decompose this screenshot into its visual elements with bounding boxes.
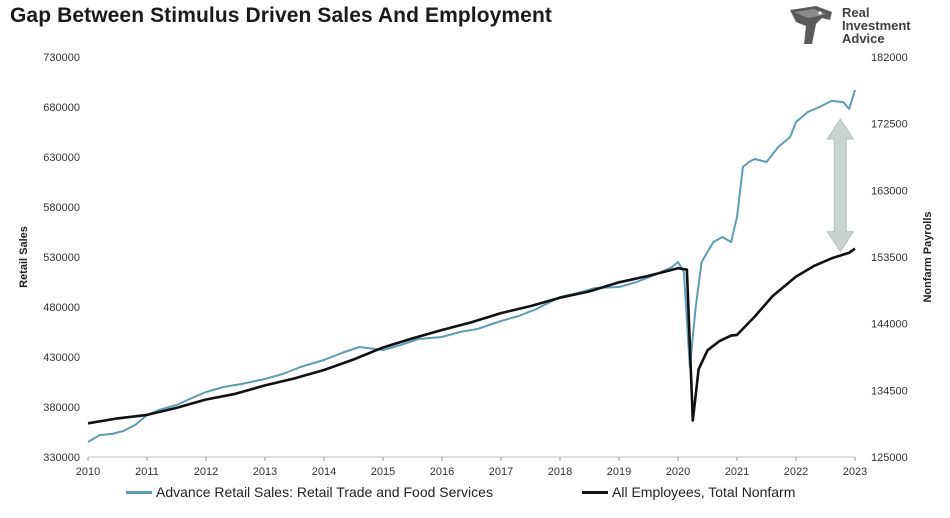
y-left-tick-label: 530000	[43, 252, 80, 264]
y-right-tick-label: 172500	[871, 119, 908, 131]
y-left-tick-label: 680000	[43, 102, 80, 114]
legend-swatch-payrolls	[582, 490, 608, 494]
series-line-nonfarm-payrolls	[87, 247, 856, 425]
series-layer	[87, 89, 856, 443]
y-right-tick-label: 182000	[871, 52, 908, 64]
logo-text: Real Investment Advice	[842, 6, 911, 45]
annotation-layer	[826, 118, 855, 253]
x-tick-label: 2012	[194, 466, 218, 478]
logo-line-2: Investment	[842, 18, 911, 33]
y-left-tick-label: 730000	[43, 52, 80, 64]
x-tick-label: 2021	[725, 466, 749, 478]
legend-label-payrolls: All Employees, Total Nonfarm	[612, 484, 796, 500]
x-tick-label: 2022	[784, 466, 808, 478]
y-left-tick-label: 380000	[43, 402, 80, 414]
x-tick-label: 2010	[76, 466, 100, 478]
logo-line-3: Advice	[842, 31, 885, 46]
brand-logo: Real Investment Advice	[786, 4, 936, 50]
x-tick-label: 2014	[312, 466, 336, 478]
x-tick-label: 2015	[371, 466, 395, 478]
y-right-tick-label: 163000	[871, 185, 908, 197]
legend-item-payrolls: All Employees, Total Nonfarm	[582, 484, 795, 500]
axes: 330000 380000 430000 480000 530000 580000 6300…	[18, 52, 934, 478]
x-tick-label: 2018	[548, 466, 572, 478]
x-tick-label: 2016	[430, 466, 454, 478]
legend-swatch-retail	[126, 490, 152, 494]
logo-line-1: Real	[842, 5, 870, 20]
series-line-retail-sales	[87, 89, 856, 443]
x-tick-label: 2011	[135, 466, 159, 478]
x-tick-label: 2019	[607, 466, 631, 478]
x-tick-label: 2013	[253, 466, 277, 478]
y-left-tick-label: 630000	[43, 152, 80, 164]
chart-title: Gap Between Stimulus Driven Sales And Em…	[10, 4, 552, 27]
y-right-axis-title: Nonfarm Payrolls	[922, 211, 934, 302]
y-right-tick-label: 153500	[871, 252, 908, 264]
y-left-tick-label: 330000	[43, 452, 80, 464]
y-left-tick-label: 580000	[43, 202, 80, 214]
gap-arrow-annotation	[826, 118, 855, 253]
x-tick-label: 2023	[843, 466, 867, 478]
x-tick-label: 2017	[489, 466, 513, 478]
y-right-tick-label: 125000	[871, 452, 908, 464]
legend-label-retail: Advance Retail Sales: Retail Trade and F…	[156, 484, 493, 500]
x-tick-label: 2020	[666, 466, 690, 478]
y-left-axis-title: Retail Sales	[18, 226, 30, 288]
y-right-tick-label: 144000	[871, 319, 908, 331]
legend-item-retail: Advance Retail Sales: Retail Trade and F…	[126, 484, 493, 500]
y-right-tick-label: 134500	[871, 385, 908, 397]
y-left-tick-label: 430000	[43, 352, 80, 364]
y-left-tick-label: 480000	[43, 302, 80, 314]
eagle-head-icon	[790, 6, 832, 44]
